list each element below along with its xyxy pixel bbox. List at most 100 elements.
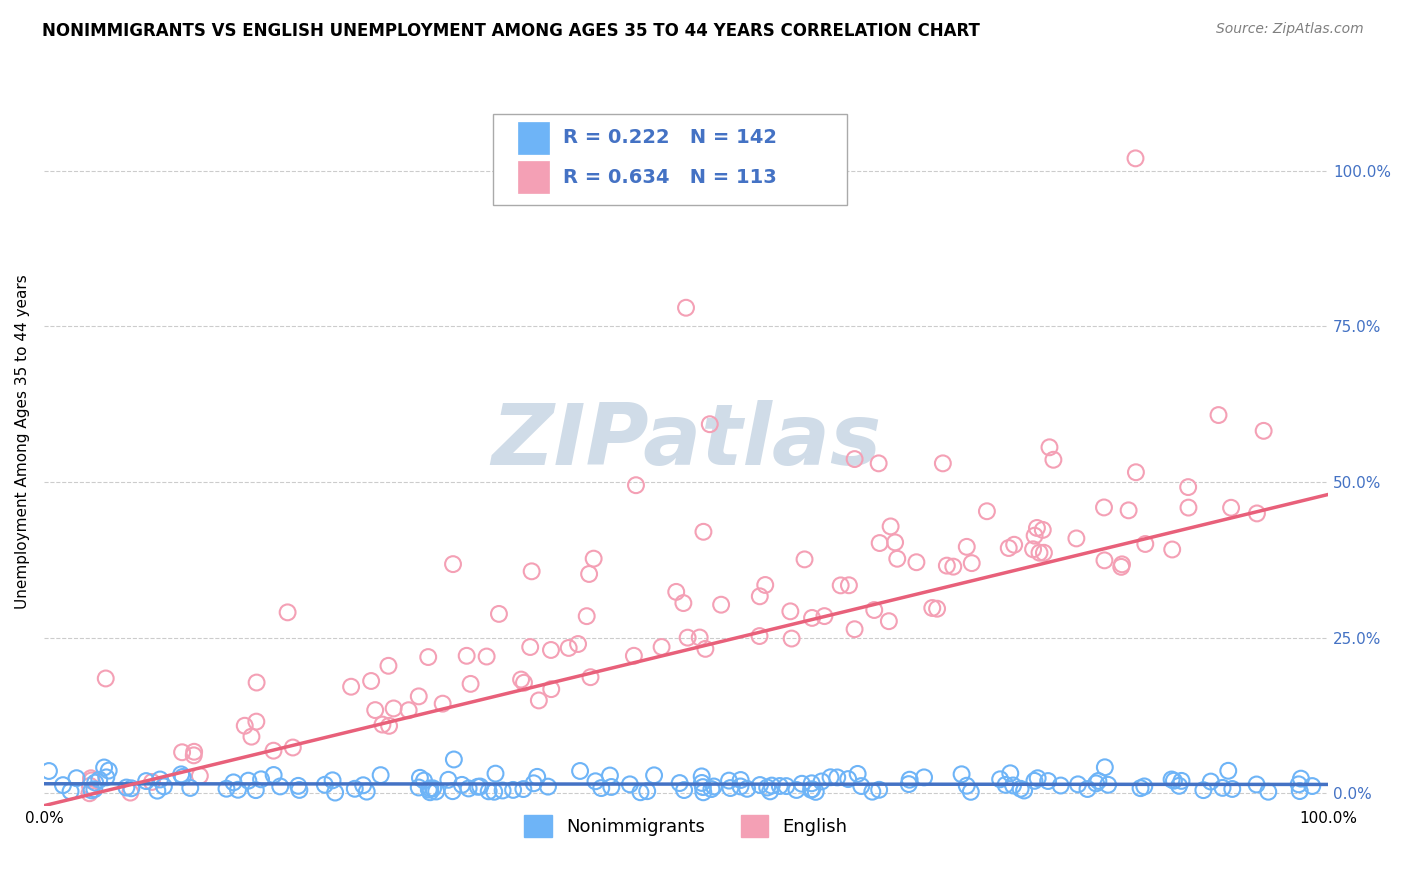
Nonimmigrants (352, 778, 374, 792)
English (780, 632, 803, 646)
Nonimmigrants (526, 770, 548, 784)
English (488, 607, 510, 621)
Nonimmigrants (238, 773, 260, 788)
Nonimmigrants (599, 768, 621, 782)
English (141, 775, 163, 789)
English (575, 609, 598, 624)
English (997, 541, 1019, 555)
Nonimmigrants (988, 772, 1011, 787)
English (567, 637, 589, 651)
Nonimmigrants (418, 782, 440, 797)
Nonimmigrants (1212, 780, 1234, 795)
Nonimmigrants (898, 772, 921, 787)
English (183, 745, 205, 759)
English (830, 578, 852, 592)
Nonimmigrants (443, 752, 465, 766)
Text: NONIMMIGRANTS VS ENGLISH UNEMPLOYMENT AMONG AGES 35 TO 44 YEARS CORRELATION CHAR: NONIMMIGRANTS VS ENGLISH UNEMPLOYMENT AM… (42, 22, 980, 40)
Nonimmigrants (800, 782, 823, 797)
English (665, 585, 688, 599)
Nonimmigrants (1133, 780, 1156, 794)
English (510, 673, 533, 687)
Nonimmigrants (179, 780, 201, 795)
English (623, 648, 645, 663)
Nonimmigrants (994, 778, 1017, 792)
English (378, 719, 401, 733)
English (441, 557, 464, 571)
English (956, 540, 979, 554)
Nonimmigrants (84, 775, 107, 789)
English (475, 649, 498, 664)
English (1109, 559, 1132, 574)
English (188, 769, 211, 783)
Nonimmigrants (1163, 773, 1185, 788)
Nonimmigrants (810, 774, 832, 789)
Nonimmigrants (790, 777, 813, 791)
Nonimmigrants (502, 783, 524, 797)
English (513, 675, 536, 690)
English (838, 578, 860, 592)
Nonimmigrants (1010, 781, 1032, 796)
Nonimmigrants (591, 780, 613, 795)
Nonimmigrants (1085, 776, 1108, 790)
Nonimmigrants (65, 771, 87, 785)
Nonimmigrants (97, 764, 120, 778)
English (120, 786, 142, 800)
Nonimmigrants (287, 779, 309, 793)
English (1022, 542, 1045, 557)
Nonimmigrants (1049, 779, 1071, 793)
Nonimmigrants (115, 780, 138, 795)
English (960, 556, 983, 570)
English (263, 744, 285, 758)
Nonimmigrants (343, 781, 366, 796)
Nonimmigrants (245, 783, 267, 797)
English (1024, 529, 1046, 543)
English (925, 601, 948, 615)
English (748, 589, 770, 603)
English (340, 680, 363, 694)
English (520, 564, 543, 578)
Nonimmigrants (314, 778, 336, 792)
English (1125, 152, 1147, 166)
Nonimmigrants (356, 784, 378, 798)
English (879, 519, 901, 533)
English (364, 703, 387, 717)
English (1118, 503, 1140, 517)
Nonimmigrants (170, 767, 193, 781)
English (844, 452, 866, 467)
Nonimmigrants (1170, 773, 1192, 788)
Nonimmigrants (135, 774, 157, 789)
English (94, 672, 117, 686)
English (1032, 546, 1054, 560)
Nonimmigrants (451, 778, 474, 792)
English (1135, 537, 1157, 551)
English (281, 740, 304, 755)
Nonimmigrants (1026, 771, 1049, 785)
Nonimmigrants (226, 782, 249, 797)
English (183, 748, 205, 763)
English (460, 677, 482, 691)
Nonimmigrants (846, 767, 869, 781)
Nonimmigrants (120, 781, 142, 796)
English (710, 598, 733, 612)
Nonimmigrants (643, 768, 665, 782)
Nonimmigrants (804, 785, 827, 799)
English (246, 675, 269, 690)
Nonimmigrants (630, 785, 652, 799)
Nonimmigrants (172, 770, 194, 784)
English (1032, 523, 1054, 537)
English (540, 643, 562, 657)
English (79, 786, 101, 800)
Text: R = 0.222   N = 142: R = 0.222 N = 142 (562, 128, 776, 147)
English (233, 719, 256, 733)
English (672, 596, 695, 610)
Nonimmigrants (1160, 772, 1182, 787)
FancyBboxPatch shape (517, 122, 548, 154)
Nonimmigrants (730, 772, 752, 787)
English (1253, 424, 1275, 438)
Text: Source: ZipAtlas.com: Source: ZipAtlas.com (1216, 22, 1364, 37)
Nonimmigrants (1220, 781, 1243, 796)
English (1038, 440, 1060, 454)
Nonimmigrants (820, 770, 842, 784)
English (408, 690, 430, 704)
English (80, 773, 103, 788)
